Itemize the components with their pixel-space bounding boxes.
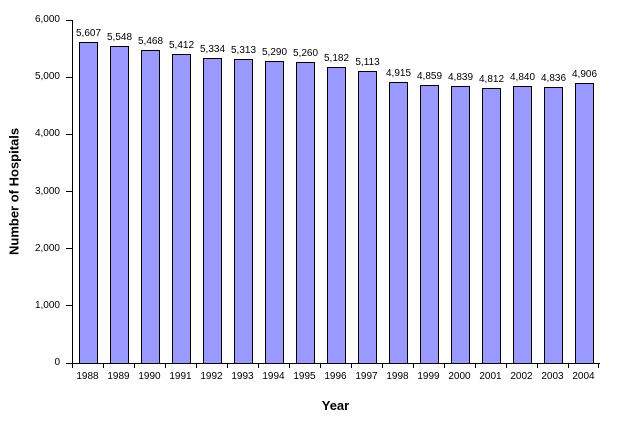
x-tick-label: 2002 bbox=[510, 371, 533, 382]
bar bbox=[327, 67, 346, 363]
bar-value-label: 4,812 bbox=[478, 74, 505, 85]
y-tick-label: 0 bbox=[54, 357, 60, 368]
x-axis-tick bbox=[351, 364, 352, 368]
x-axis-tick bbox=[227, 364, 228, 368]
x-tick-label: 1999 bbox=[417, 371, 440, 382]
bar-value-label: 5,607 bbox=[75, 28, 102, 39]
x-tick-label: 1992 bbox=[200, 371, 223, 382]
x-axis-tick bbox=[196, 364, 197, 368]
x-axis-tick bbox=[72, 364, 73, 368]
y-axis-tick bbox=[66, 133, 72, 135]
y-axis-tick bbox=[66, 191, 72, 192]
bar-value-label: 5,260 bbox=[292, 48, 319, 59]
x-axis-tick bbox=[258, 364, 259, 368]
y-axis-tick bbox=[66, 19, 72, 21]
y-axis-tick bbox=[66, 305, 72, 307]
y-axis-tick bbox=[66, 248, 72, 250]
x-axis-tick bbox=[165, 364, 166, 368]
x-tick-label: 1993 bbox=[231, 371, 254, 382]
bar-value-label: 5,313 bbox=[230, 45, 257, 56]
bar-value-label: 4,915 bbox=[385, 68, 412, 79]
bar-value-label: 4,836 bbox=[540, 73, 567, 84]
x-axis-tick bbox=[537, 364, 538, 368]
x-tick-label: 1989 bbox=[107, 371, 130, 382]
x-tick-label: 1988 bbox=[76, 371, 99, 382]
bar-value-label: 5,182 bbox=[323, 53, 350, 64]
bar bbox=[575, 83, 594, 363]
x-axis-tick bbox=[568, 364, 569, 368]
bar-value-label: 5,113 bbox=[355, 57, 380, 68]
x-axis-title: Year bbox=[321, 398, 350, 413]
bar-value-label: 4,906 bbox=[571, 69, 598, 80]
bar-value-label: 4,840 bbox=[509, 72, 536, 83]
y-tick-label: 1,000 bbox=[34, 299, 60, 311]
x-tick-label: 1996 bbox=[324, 371, 347, 382]
bar-value-label: 5,468 bbox=[137, 36, 164, 47]
y-axis-tick bbox=[66, 362, 72, 364]
bar bbox=[482, 88, 501, 363]
bar bbox=[451, 86, 470, 363]
bar-value-label: 5,290 bbox=[261, 47, 288, 58]
y-tick-label: 4,000 bbox=[34, 128, 60, 140]
bar bbox=[358, 71, 377, 363]
bar bbox=[265, 61, 284, 363]
y-axis-tick bbox=[66, 76, 72, 78]
x-tick-label: 1997 bbox=[355, 371, 378, 382]
bar bbox=[234, 59, 253, 363]
x-axis-tick bbox=[475, 364, 476, 368]
x-tick-label: 1994 bbox=[262, 371, 285, 382]
bar bbox=[110, 46, 129, 363]
bar-value-label: 4,839 bbox=[447, 72, 474, 83]
x-axis-tick bbox=[506, 364, 507, 368]
bar-value-label: 5,548 bbox=[106, 32, 133, 43]
y-tick-label: 3,000 bbox=[34, 185, 60, 197]
x-tick-label: 1995 bbox=[293, 371, 316, 382]
x-tick-label: 2004 bbox=[572, 371, 595, 382]
plot-area: 5,607 5,548 5,468 5,412 5,334 5,313 5,290 5,260… bbox=[72, 20, 600, 364]
x-axis-tick bbox=[382, 364, 383, 368]
x-tick-label: 1990 bbox=[138, 371, 161, 382]
bar bbox=[513, 86, 532, 363]
x-axis-tick bbox=[413, 364, 414, 368]
bar-value-label: 4,859 bbox=[416, 71, 443, 82]
x-axis-tick bbox=[444, 364, 445, 368]
x-axis-tick bbox=[103, 364, 104, 368]
bar-value-label: 5,334 bbox=[199, 44, 226, 55]
bar bbox=[544, 87, 563, 363]
x-axis-tick bbox=[289, 364, 290, 368]
x-axis-tick bbox=[598, 364, 599, 368]
x-tick-label: 2000 bbox=[448, 371, 471, 382]
bar bbox=[79, 42, 98, 363]
bar bbox=[389, 82, 408, 363]
bar-value-label: 5,412 bbox=[168, 40, 195, 51]
x-tick-label: 2003 bbox=[541, 371, 564, 382]
bar bbox=[420, 85, 439, 363]
y-tick-label: 5,000 bbox=[34, 71, 60, 83]
bar bbox=[141, 50, 160, 363]
x-axis-tick bbox=[134, 364, 135, 368]
y-tick-label: 6,000 bbox=[34, 14, 60, 25]
x-tick-label: 1991 bbox=[169, 371, 192, 382]
bar bbox=[296, 62, 315, 363]
x-axis-tick bbox=[320, 364, 321, 368]
x-tick-label: 2001 bbox=[479, 371, 502, 382]
bar bbox=[203, 58, 222, 363]
x-tick-label: 1998 bbox=[386, 371, 409, 382]
y-tick-label: 2,000 bbox=[34, 242, 60, 254]
bar bbox=[172, 54, 191, 363]
